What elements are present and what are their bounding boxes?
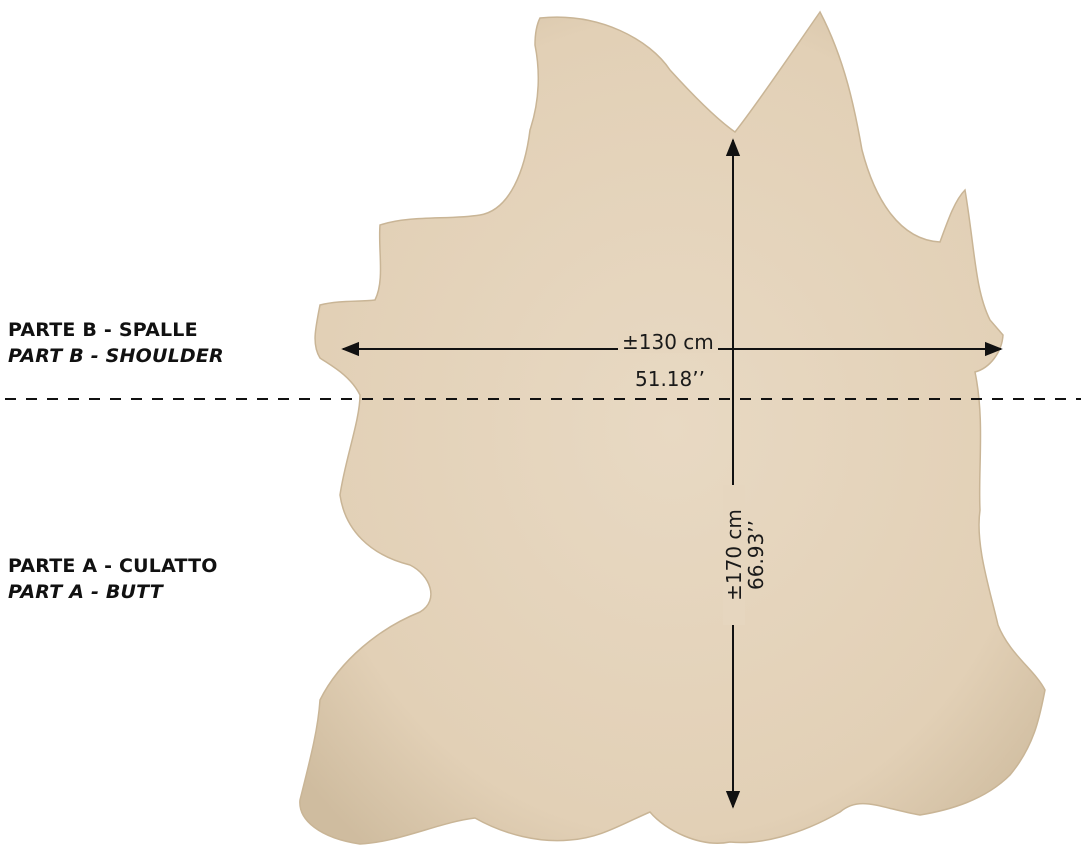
part-b-italian-label: PARTE B - SPALLE — [8, 319, 198, 341]
height-inches-label: 66.93’’ — [744, 520, 768, 590]
part-a-italian-label: PARTE A - CULATTO — [8, 555, 218, 577]
part-a-label: PARTE A - CULATTO PART A - BUTT — [8, 553, 218, 605]
part-b-label: PARTE B - SPALLE PART B - SHOULDER — [8, 317, 224, 369]
leather-hide-shape — [299, 10, 1046, 845]
height-dimension-label: ±170 cm 66.93’’ — [722, 485, 768, 625]
height-cm-label: ±170 cm — [722, 485, 746, 625]
width-cm-label: ±130 cm — [618, 331, 718, 353]
part-a-english-label: PART A - BUTT — [8, 581, 163, 603]
part-b-english-label: PART B - SHOULDER — [8, 345, 224, 367]
width-inches-label: 51.18’’ — [635, 367, 705, 391]
